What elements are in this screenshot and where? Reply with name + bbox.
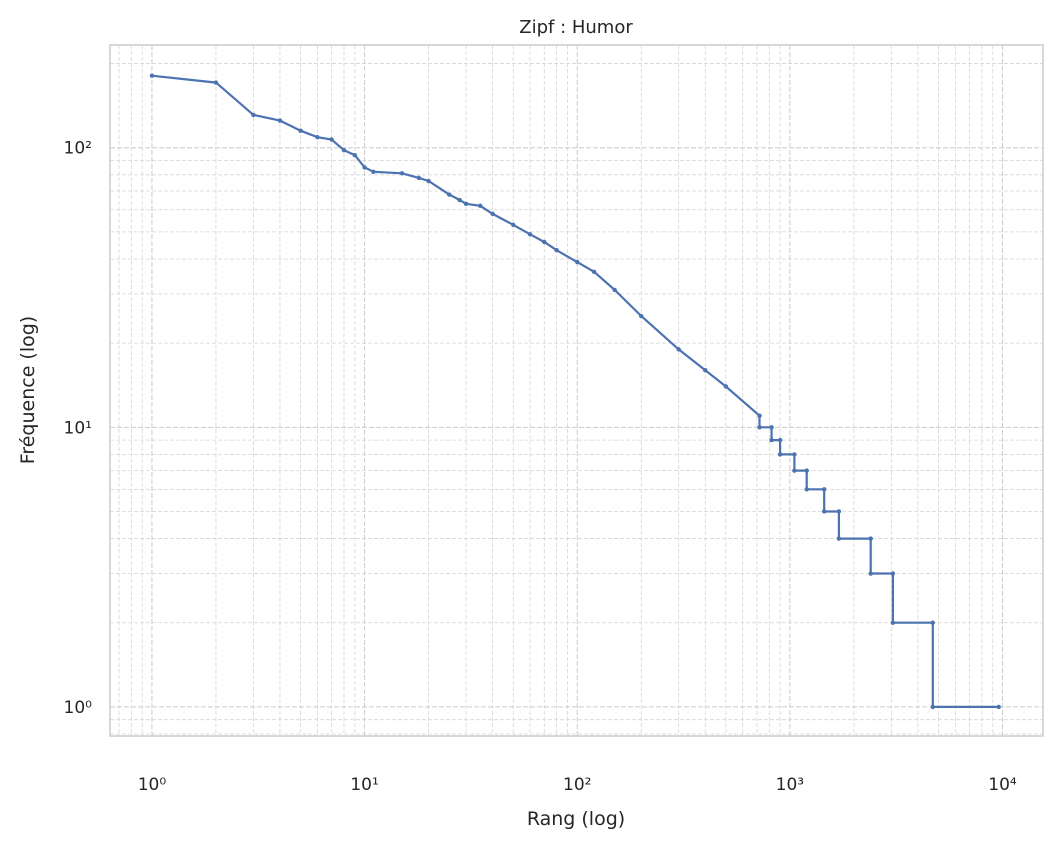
point — [298, 128, 303, 133]
point — [591, 269, 597, 274]
point — [723, 384, 729, 389]
point — [416, 175, 422, 181]
point — [930, 704, 935, 710]
point — [757, 413, 762, 418]
point — [821, 487, 827, 492]
point — [399, 171, 405, 176]
point — [362, 165, 367, 170]
point — [329, 137, 334, 142]
point — [769, 437, 774, 443]
x-tick-label: 10³ — [776, 775, 804, 795]
point — [868, 536, 873, 541]
point — [836, 509, 842, 514]
y-tick-label: 10¹ — [64, 418, 92, 438]
x-tick-label: 10⁴ — [988, 775, 1017, 795]
point — [612, 287, 617, 293]
point — [890, 620, 896, 625]
point — [639, 313, 644, 319]
point — [341, 147, 347, 153]
point — [463, 201, 469, 207]
point — [777, 437, 783, 443]
y-tick-label: 10² — [64, 139, 92, 159]
point — [804, 487, 809, 492]
y-tick-label: 10⁰ — [64, 698, 93, 718]
point — [777, 452, 783, 457]
point — [769, 425, 774, 430]
point — [478, 203, 483, 208]
point — [542, 239, 547, 245]
point — [836, 536, 842, 541]
series-line — [151, 74, 999, 708]
point — [575, 259, 580, 265]
point — [554, 247, 559, 253]
point — [890, 571, 896, 576]
point — [149, 73, 155, 78]
point — [426, 178, 431, 184]
point — [930, 620, 935, 625]
point — [757, 425, 762, 430]
point — [490, 211, 495, 217]
point — [792, 452, 797, 457]
point — [251, 112, 256, 118]
y-axis-label: Fréquence (log) — [17, 316, 39, 464]
point — [804, 468, 809, 473]
point — [527, 232, 533, 237]
chart-title: Zipf : Humor — [519, 17, 633, 38]
point — [447, 192, 452, 197]
point — [676, 347, 681, 352]
x-tick-label: 10² — [563, 775, 591, 795]
point — [371, 169, 376, 175]
point — [703, 368, 708, 373]
point — [315, 135, 320, 140]
point — [213, 80, 219, 85]
point — [792, 468, 797, 473]
point — [511, 222, 516, 228]
point — [457, 197, 462, 203]
x-tick-label: 10⁰ — [138, 775, 167, 795]
point — [277, 118, 283, 123]
point — [821, 509, 827, 514]
x-tick-label: 10¹ — [350, 775, 378, 795]
point — [868, 571, 873, 576]
x-axis-label: Rang (log) — [527, 808, 625, 830]
plot-frame — [109, 44, 1044, 737]
point — [996, 704, 1001, 710]
point — [352, 153, 358, 158]
